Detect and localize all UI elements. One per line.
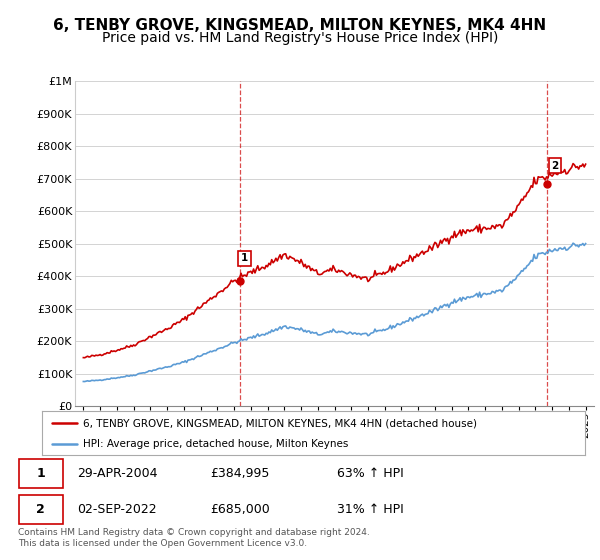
Text: This data is licensed under the Open Government Licence v3.0.: This data is licensed under the Open Gov… bbox=[18, 539, 307, 548]
Text: 6, TENBY GROVE, KINGSMEAD, MILTON KEYNES, MK4 4HN: 6, TENBY GROVE, KINGSMEAD, MILTON KEYNES… bbox=[53, 18, 547, 33]
Text: £685,000: £685,000 bbox=[210, 503, 269, 516]
Text: 1: 1 bbox=[241, 253, 248, 263]
Text: 29-APR-2004: 29-APR-2004 bbox=[77, 467, 158, 480]
Text: £384,995: £384,995 bbox=[210, 467, 269, 480]
Text: Price paid vs. HM Land Registry's House Price Index (HPI): Price paid vs. HM Land Registry's House … bbox=[102, 31, 498, 45]
Text: 2: 2 bbox=[36, 503, 45, 516]
Text: 02-SEP-2022: 02-SEP-2022 bbox=[77, 503, 157, 516]
Text: 2: 2 bbox=[551, 161, 559, 171]
Text: HPI: Average price, detached house, Milton Keynes: HPI: Average price, detached house, Milt… bbox=[83, 439, 348, 449]
Text: 63% ↑ HPI: 63% ↑ HPI bbox=[337, 467, 403, 480]
Text: 6, TENBY GROVE, KINGSMEAD, MILTON KEYNES, MK4 4HN (detached house): 6, TENBY GROVE, KINGSMEAD, MILTON KEYNES… bbox=[83, 418, 477, 428]
Text: 31% ↑ HPI: 31% ↑ HPI bbox=[337, 503, 403, 516]
FancyBboxPatch shape bbox=[19, 459, 62, 488]
FancyBboxPatch shape bbox=[19, 495, 62, 524]
Text: 1: 1 bbox=[36, 467, 45, 480]
Text: Contains HM Land Registry data © Crown copyright and database right 2024.: Contains HM Land Registry data © Crown c… bbox=[18, 528, 370, 536]
